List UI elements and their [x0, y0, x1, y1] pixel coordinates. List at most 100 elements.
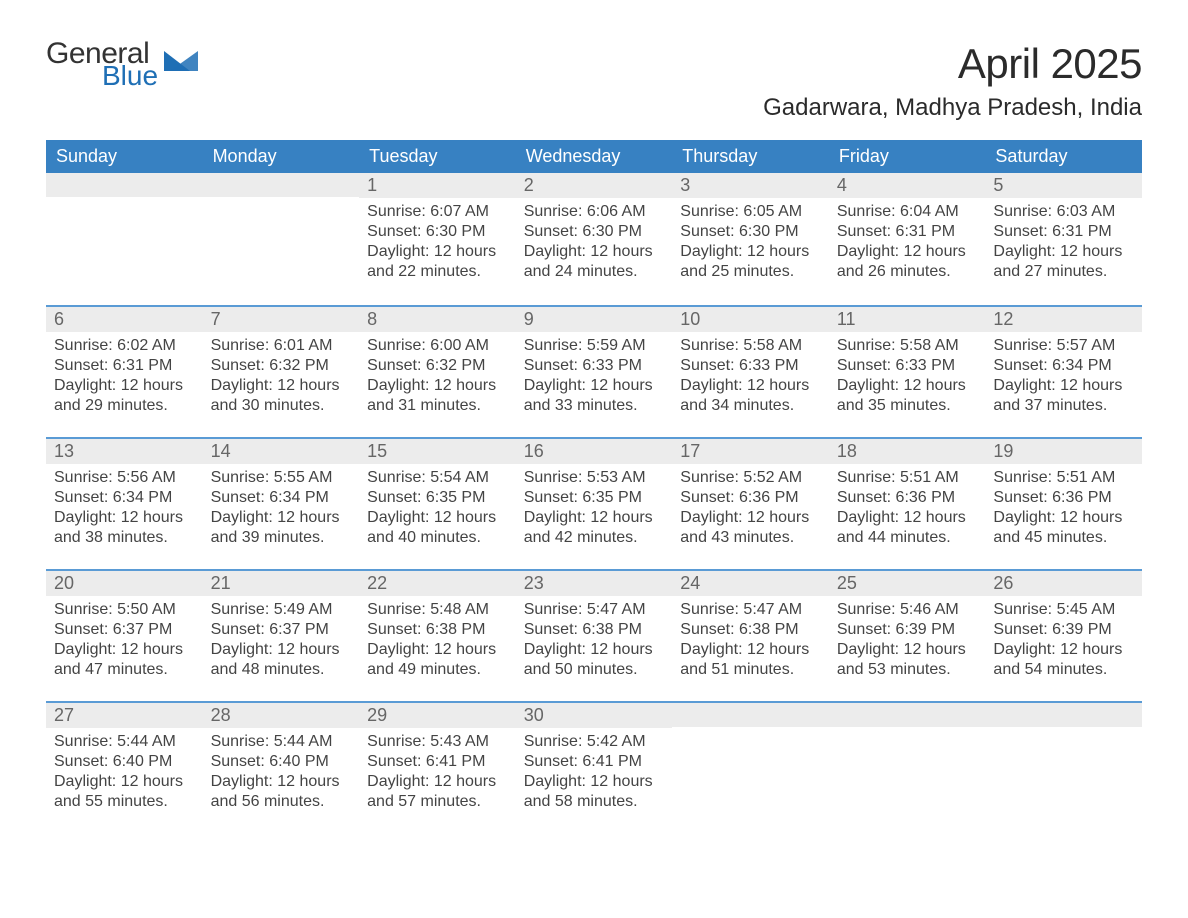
day-details: Sunrise: 5:45 AMSunset: 6:39 PMDaylight:… [985, 596, 1142, 690]
sunrise-line: Sunrise: 5:52 AM [680, 468, 821, 488]
sunrise-line: Sunrise: 5:50 AM [54, 600, 195, 620]
day-details: Sunrise: 5:57 AMSunset: 6:34 PMDaylight:… [985, 332, 1142, 426]
sunset-line: Sunset: 6:30 PM [524, 222, 665, 242]
day-of-week-cell: Wednesday [516, 140, 673, 173]
day-number: 20 [46, 571, 203, 596]
calendar-week-row: 1Sunrise: 6:07 AMSunset: 6:30 PMDaylight… [46, 173, 1142, 305]
daylight-line: Daylight: 12 hours and 24 minutes. [524, 242, 665, 282]
day-details: Sunrise: 5:43 AMSunset: 6:41 PMDaylight:… [359, 728, 516, 822]
daylight-line: Daylight: 12 hours and 57 minutes. [367, 772, 508, 812]
calendar-day-cell: 13Sunrise: 5:56 AMSunset: 6:34 PMDayligh… [46, 439, 203, 569]
day-number: 9 [516, 307, 673, 332]
calendar-day-cell: 22Sunrise: 5:48 AMSunset: 6:38 PMDayligh… [359, 571, 516, 701]
calendar-day-cell: 18Sunrise: 5:51 AMSunset: 6:36 PMDayligh… [829, 439, 986, 569]
daylight-line: Daylight: 12 hours and 55 minutes. [54, 772, 195, 812]
calendar-day-cell [672, 703, 829, 833]
day-number: 12 [985, 307, 1142, 332]
sunset-line: Sunset: 6:41 PM [367, 752, 508, 772]
daylight-line: Daylight: 12 hours and 53 minutes. [837, 640, 978, 680]
calendar-week-row: 27Sunrise: 5:44 AMSunset: 6:40 PMDayligh… [46, 701, 1142, 833]
sunset-line: Sunset: 6:35 PM [367, 488, 508, 508]
title-block: April 2025 Gadarwara, Madhya Pradesh, In… [763, 40, 1142, 132]
daylight-line: Daylight: 12 hours and 39 minutes. [211, 508, 352, 548]
day-details: Sunrise: 5:44 AMSunset: 6:40 PMDaylight:… [46, 728, 203, 822]
calendar-day-cell: 16Sunrise: 5:53 AMSunset: 6:35 PMDayligh… [516, 439, 673, 569]
calendar-week-row: 6Sunrise: 6:02 AMSunset: 6:31 PMDaylight… [46, 305, 1142, 437]
day-details: Sunrise: 5:55 AMSunset: 6:34 PMDaylight:… [203, 464, 360, 558]
calendar-day-cell: 26Sunrise: 5:45 AMSunset: 6:39 PMDayligh… [985, 571, 1142, 701]
sunrise-line: Sunrise: 5:57 AM [993, 336, 1134, 356]
day-number: 8 [359, 307, 516, 332]
calendar-day-cell: 5Sunrise: 6:03 AMSunset: 6:31 PMDaylight… [985, 173, 1142, 305]
day-details: Sunrise: 5:52 AMSunset: 6:36 PMDaylight:… [672, 464, 829, 558]
day-details: Sunrise: 5:53 AMSunset: 6:35 PMDaylight:… [516, 464, 673, 558]
day-number [829, 703, 986, 727]
day-number: 26 [985, 571, 1142, 596]
sunset-line: Sunset: 6:33 PM [524, 356, 665, 376]
sunrise-line: Sunrise: 6:00 AM [367, 336, 508, 356]
day-number: 22 [359, 571, 516, 596]
sunrise-line: Sunrise: 5:51 AM [993, 468, 1134, 488]
day-number: 7 [203, 307, 360, 332]
calendar-day-cell [985, 703, 1142, 833]
daylight-line: Daylight: 12 hours and 38 minutes. [54, 508, 195, 548]
day-details [203, 197, 360, 211]
daylight-line: Daylight: 12 hours and 56 minutes. [211, 772, 352, 812]
day-of-week-cell: Thursday [672, 140, 829, 173]
day-details: Sunrise: 5:54 AMSunset: 6:35 PMDaylight:… [359, 464, 516, 558]
day-number: 24 [672, 571, 829, 596]
calendar-day-cell: 4Sunrise: 6:04 AMSunset: 6:31 PMDaylight… [829, 173, 986, 305]
daylight-line: Daylight: 12 hours and 34 minutes. [680, 376, 821, 416]
calendar-day-cell: 23Sunrise: 5:47 AMSunset: 6:38 PMDayligh… [516, 571, 673, 701]
day-details: Sunrise: 5:49 AMSunset: 6:37 PMDaylight:… [203, 596, 360, 690]
day-number: 3 [672, 173, 829, 198]
day-number: 16 [516, 439, 673, 464]
sunset-line: Sunset: 6:38 PM [367, 620, 508, 640]
daylight-line: Daylight: 12 hours and 26 minutes. [837, 242, 978, 282]
day-details: Sunrise: 5:56 AMSunset: 6:34 PMDaylight:… [46, 464, 203, 558]
sunrise-line: Sunrise: 5:58 AM [680, 336, 821, 356]
sunrise-line: Sunrise: 6:05 AM [680, 202, 821, 222]
sunrise-line: Sunrise: 5:49 AM [211, 600, 352, 620]
sunrise-line: Sunrise: 6:06 AM [524, 202, 665, 222]
sunset-line: Sunset: 6:30 PM [367, 222, 508, 242]
day-number: 10 [672, 307, 829, 332]
calendar-day-cell: 17Sunrise: 5:52 AMSunset: 6:36 PMDayligh… [672, 439, 829, 569]
calendar-day-cell [46, 173, 203, 305]
day-number: 21 [203, 571, 360, 596]
sunset-line: Sunset: 6:37 PM [54, 620, 195, 640]
day-number: 4 [829, 173, 986, 198]
sunset-line: Sunset: 6:38 PM [680, 620, 821, 640]
daylight-line: Daylight: 12 hours and 35 minutes. [837, 376, 978, 416]
day-details: Sunrise: 5:42 AMSunset: 6:41 PMDaylight:… [516, 728, 673, 822]
sunrise-line: Sunrise: 6:01 AM [211, 336, 352, 356]
calendar-day-cell: 29Sunrise: 5:43 AMSunset: 6:41 PMDayligh… [359, 703, 516, 833]
day-details: Sunrise: 6:00 AMSunset: 6:32 PMDaylight:… [359, 332, 516, 426]
brand-word-2: Blue [102, 63, 158, 90]
calendar-day-cell: 2Sunrise: 6:06 AMSunset: 6:30 PMDaylight… [516, 173, 673, 305]
day-details [46, 197, 203, 211]
sunset-line: Sunset: 6:30 PM [680, 222, 821, 242]
calendar-day-cell: 7Sunrise: 6:01 AMSunset: 6:32 PMDaylight… [203, 307, 360, 437]
sunset-line: Sunset: 6:35 PM [524, 488, 665, 508]
sunrise-line: Sunrise: 5:56 AM [54, 468, 195, 488]
day-number: 5 [985, 173, 1142, 198]
daylight-line: Daylight: 12 hours and 51 minutes. [680, 640, 821, 680]
daylight-line: Daylight: 12 hours and 31 minutes. [367, 376, 508, 416]
day-of-week-header: SundayMondayTuesdayWednesdayThursdayFrid… [46, 140, 1142, 173]
sunset-line: Sunset: 6:36 PM [680, 488, 821, 508]
day-number: 11 [829, 307, 986, 332]
sunset-line: Sunset: 6:34 PM [993, 356, 1134, 376]
day-details: Sunrise: 5:47 AMSunset: 6:38 PMDaylight:… [516, 596, 673, 690]
sunrise-line: Sunrise: 6:07 AM [367, 202, 508, 222]
sunrise-line: Sunrise: 6:02 AM [54, 336, 195, 356]
day-details: Sunrise: 5:44 AMSunset: 6:40 PMDaylight:… [203, 728, 360, 822]
sunset-line: Sunset: 6:39 PM [837, 620, 978, 640]
calendar-day-cell: 19Sunrise: 5:51 AMSunset: 6:36 PMDayligh… [985, 439, 1142, 569]
daylight-line: Daylight: 12 hours and 29 minutes. [54, 376, 195, 416]
daylight-line: Daylight: 12 hours and 37 minutes. [993, 376, 1134, 416]
sunset-line: Sunset: 6:36 PM [837, 488, 978, 508]
flag-icon [164, 51, 208, 84]
month-title: April 2025 [763, 40, 1142, 88]
day-details [829, 727, 986, 741]
